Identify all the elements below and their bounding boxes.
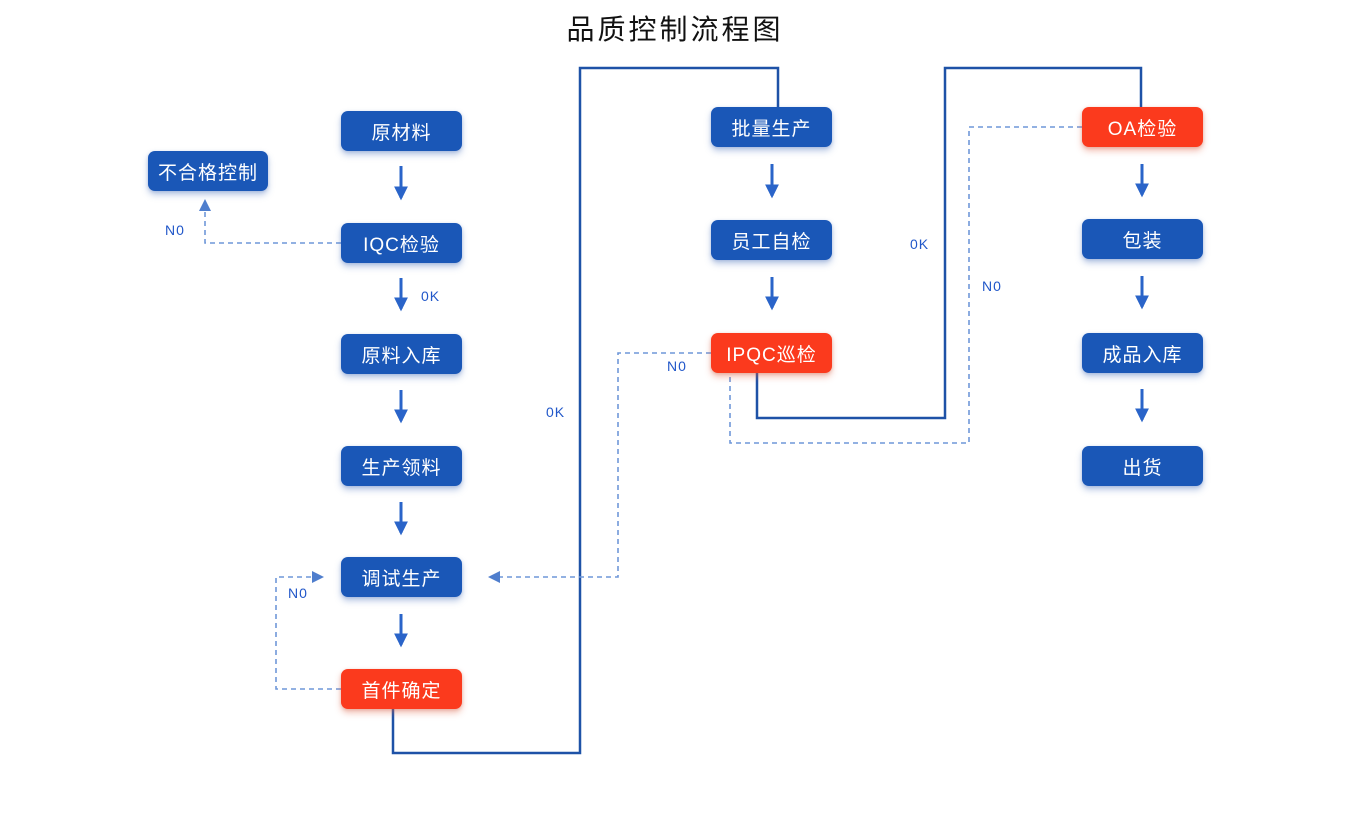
node-label: 原料入库	[361, 345, 442, 367]
edge-label-n0-first-article: N0	[288, 585, 308, 601]
node-trial-production: 调试生产	[341, 557, 462, 597]
node-iqc-inspection: IQC检验	[341, 223, 462, 263]
edge-first-article-to-batch-production	[391, 66, 780, 755]
node-employee-self-check: 员工自检	[711, 220, 832, 260]
edge-label-n0-oa: N0	[982, 278, 1002, 294]
node-production-picking: 生产领料	[341, 446, 462, 486]
edge-label-ok-ipqc: 0K	[910, 236, 930, 252]
page-title: 品质控制流程图	[566, 13, 784, 46]
node-label: 不合格控制	[157, 162, 258, 184]
node-label: 生产领料	[361, 457, 442, 479]
edge-ipqc-to-trial-rework	[488, 352, 711, 583]
node-label: OA检验	[1107, 118, 1178, 140]
node-oa-inspection: OA检验	[1082, 107, 1203, 147]
node-first-article-confirm: 首件确定	[341, 669, 462, 709]
node-material-warehousing: 原料入库	[341, 334, 462, 374]
node-label: 首件确定	[361, 680, 442, 702]
node-ipqc-patrol: IPQC巡检	[711, 333, 832, 373]
node-label: 成品入库	[1102, 344, 1183, 366]
node-shipment: 出货	[1082, 446, 1203, 486]
node-label: IQC检验	[363, 234, 440, 256]
node-nonconforming-control: 不合格控制	[148, 151, 268, 191]
node-raw-material: 原材料	[341, 111, 462, 151]
node-label: 批量生产	[731, 118, 812, 140]
edge-iqc-to-nonconforming-control	[199, 199, 341, 244]
edge-label-ok-first-article: 0K	[546, 404, 566, 420]
node-label: IPQC巡检	[726, 344, 817, 366]
edge-oa-to-ipqc-rework	[729, 126, 1082, 444]
node-label: 出货	[1122, 457, 1163, 479]
edge-label-n0-iqc: N0	[165, 222, 185, 238]
edge-label-ok-iqc: 0K	[421, 288, 441, 304]
node-packaging: 包装	[1082, 219, 1203, 259]
edge-first-article-to-trial-rework	[275, 571, 341, 690]
node-label: 原材料	[371, 122, 432, 144]
node-label: 员工自检	[731, 231, 812, 253]
edge-label-n0-ipqc: N0	[667, 358, 687, 374]
node-batch-production: 批量生产	[711, 107, 832, 147]
node-label: 调试生产	[361, 568, 442, 590]
node-finished-goods-warehousing: 成品入库	[1082, 333, 1203, 373]
node-label: 包装	[1122, 230, 1163, 252]
